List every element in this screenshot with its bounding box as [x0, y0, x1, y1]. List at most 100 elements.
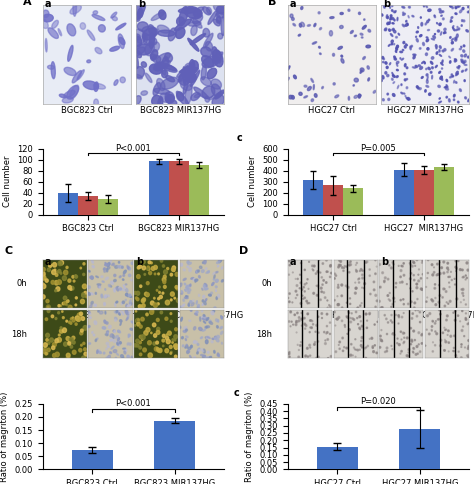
- Ellipse shape: [204, 287, 208, 290]
- Circle shape: [136, 339, 139, 343]
- Circle shape: [344, 266, 346, 267]
- Circle shape: [456, 298, 458, 300]
- Ellipse shape: [62, 97, 73, 103]
- Ellipse shape: [407, 23, 408, 26]
- Circle shape: [310, 355, 311, 356]
- Circle shape: [384, 351, 386, 353]
- Ellipse shape: [394, 44, 395, 45]
- Circle shape: [309, 261, 310, 262]
- Circle shape: [47, 342, 50, 344]
- Circle shape: [154, 273, 156, 275]
- Ellipse shape: [459, 10, 462, 13]
- Ellipse shape: [418, 65, 420, 67]
- Circle shape: [297, 344, 298, 345]
- Circle shape: [380, 286, 381, 288]
- Ellipse shape: [193, 10, 202, 16]
- Ellipse shape: [387, 23, 389, 24]
- Circle shape: [55, 352, 59, 357]
- Ellipse shape: [217, 335, 219, 338]
- Circle shape: [439, 272, 441, 274]
- Ellipse shape: [221, 280, 224, 282]
- Ellipse shape: [195, 279, 198, 281]
- Ellipse shape: [439, 98, 440, 99]
- Ellipse shape: [215, 279, 218, 282]
- Circle shape: [58, 261, 62, 266]
- Circle shape: [380, 338, 381, 340]
- Ellipse shape: [181, 317, 182, 321]
- Ellipse shape: [205, 326, 207, 328]
- Circle shape: [383, 280, 385, 282]
- Circle shape: [400, 331, 401, 333]
- Bar: [343, 188, 363, 214]
- Ellipse shape: [386, 66, 388, 69]
- Circle shape: [357, 349, 358, 351]
- Ellipse shape: [128, 334, 130, 336]
- Ellipse shape: [127, 304, 130, 307]
- Ellipse shape: [213, 279, 215, 280]
- Ellipse shape: [161, 77, 178, 89]
- Ellipse shape: [397, 85, 399, 89]
- Ellipse shape: [179, 68, 198, 73]
- Circle shape: [301, 318, 303, 320]
- Ellipse shape: [88, 286, 91, 288]
- Ellipse shape: [406, 87, 408, 89]
- Ellipse shape: [389, 22, 390, 24]
- Circle shape: [43, 274, 45, 277]
- Ellipse shape: [193, 327, 196, 330]
- Ellipse shape: [202, 316, 205, 319]
- Circle shape: [389, 265, 390, 266]
- Text: a: a: [290, 257, 296, 267]
- Circle shape: [139, 341, 141, 344]
- Ellipse shape: [98, 349, 100, 351]
- Ellipse shape: [94, 304, 96, 306]
- Ellipse shape: [348, 96, 350, 100]
- Circle shape: [467, 269, 469, 271]
- Ellipse shape: [177, 92, 184, 101]
- Circle shape: [372, 347, 374, 348]
- Ellipse shape: [118, 287, 122, 290]
- Circle shape: [398, 323, 399, 324]
- Circle shape: [289, 260, 290, 262]
- Ellipse shape: [218, 265, 219, 267]
- X-axis label: HGC27 MIR137HG: HGC27 MIR137HG: [409, 311, 474, 320]
- Circle shape: [339, 341, 340, 343]
- Circle shape: [328, 304, 329, 305]
- Ellipse shape: [186, 344, 187, 346]
- Circle shape: [145, 292, 148, 296]
- Circle shape: [157, 349, 160, 352]
- Ellipse shape: [213, 19, 220, 26]
- Circle shape: [438, 285, 439, 286]
- Circle shape: [47, 261, 50, 265]
- Ellipse shape: [456, 82, 457, 83]
- Ellipse shape: [131, 262, 133, 264]
- Ellipse shape: [214, 350, 215, 353]
- Circle shape: [63, 317, 64, 318]
- Ellipse shape: [205, 318, 207, 320]
- Circle shape: [392, 262, 393, 263]
- Circle shape: [298, 320, 300, 322]
- Circle shape: [357, 324, 358, 325]
- Ellipse shape: [103, 268, 105, 270]
- Circle shape: [165, 336, 169, 340]
- Ellipse shape: [215, 272, 218, 273]
- Circle shape: [312, 320, 313, 322]
- Circle shape: [323, 280, 324, 281]
- Circle shape: [411, 265, 413, 267]
- Ellipse shape: [99, 25, 105, 32]
- Circle shape: [326, 271, 328, 272]
- Ellipse shape: [353, 85, 355, 86]
- Ellipse shape: [405, 24, 408, 26]
- Circle shape: [140, 285, 142, 287]
- X-axis label: BGC823 Ctrl: BGC823 Ctrl: [85, 311, 137, 320]
- Ellipse shape: [431, 67, 433, 69]
- Circle shape: [307, 302, 308, 304]
- Circle shape: [418, 332, 419, 333]
- Circle shape: [62, 302, 64, 305]
- Ellipse shape: [97, 350, 98, 353]
- Circle shape: [305, 328, 306, 329]
- Circle shape: [410, 327, 411, 329]
- Circle shape: [316, 357, 317, 359]
- Ellipse shape: [406, 44, 407, 45]
- Ellipse shape: [188, 291, 190, 293]
- Ellipse shape: [395, 51, 397, 52]
